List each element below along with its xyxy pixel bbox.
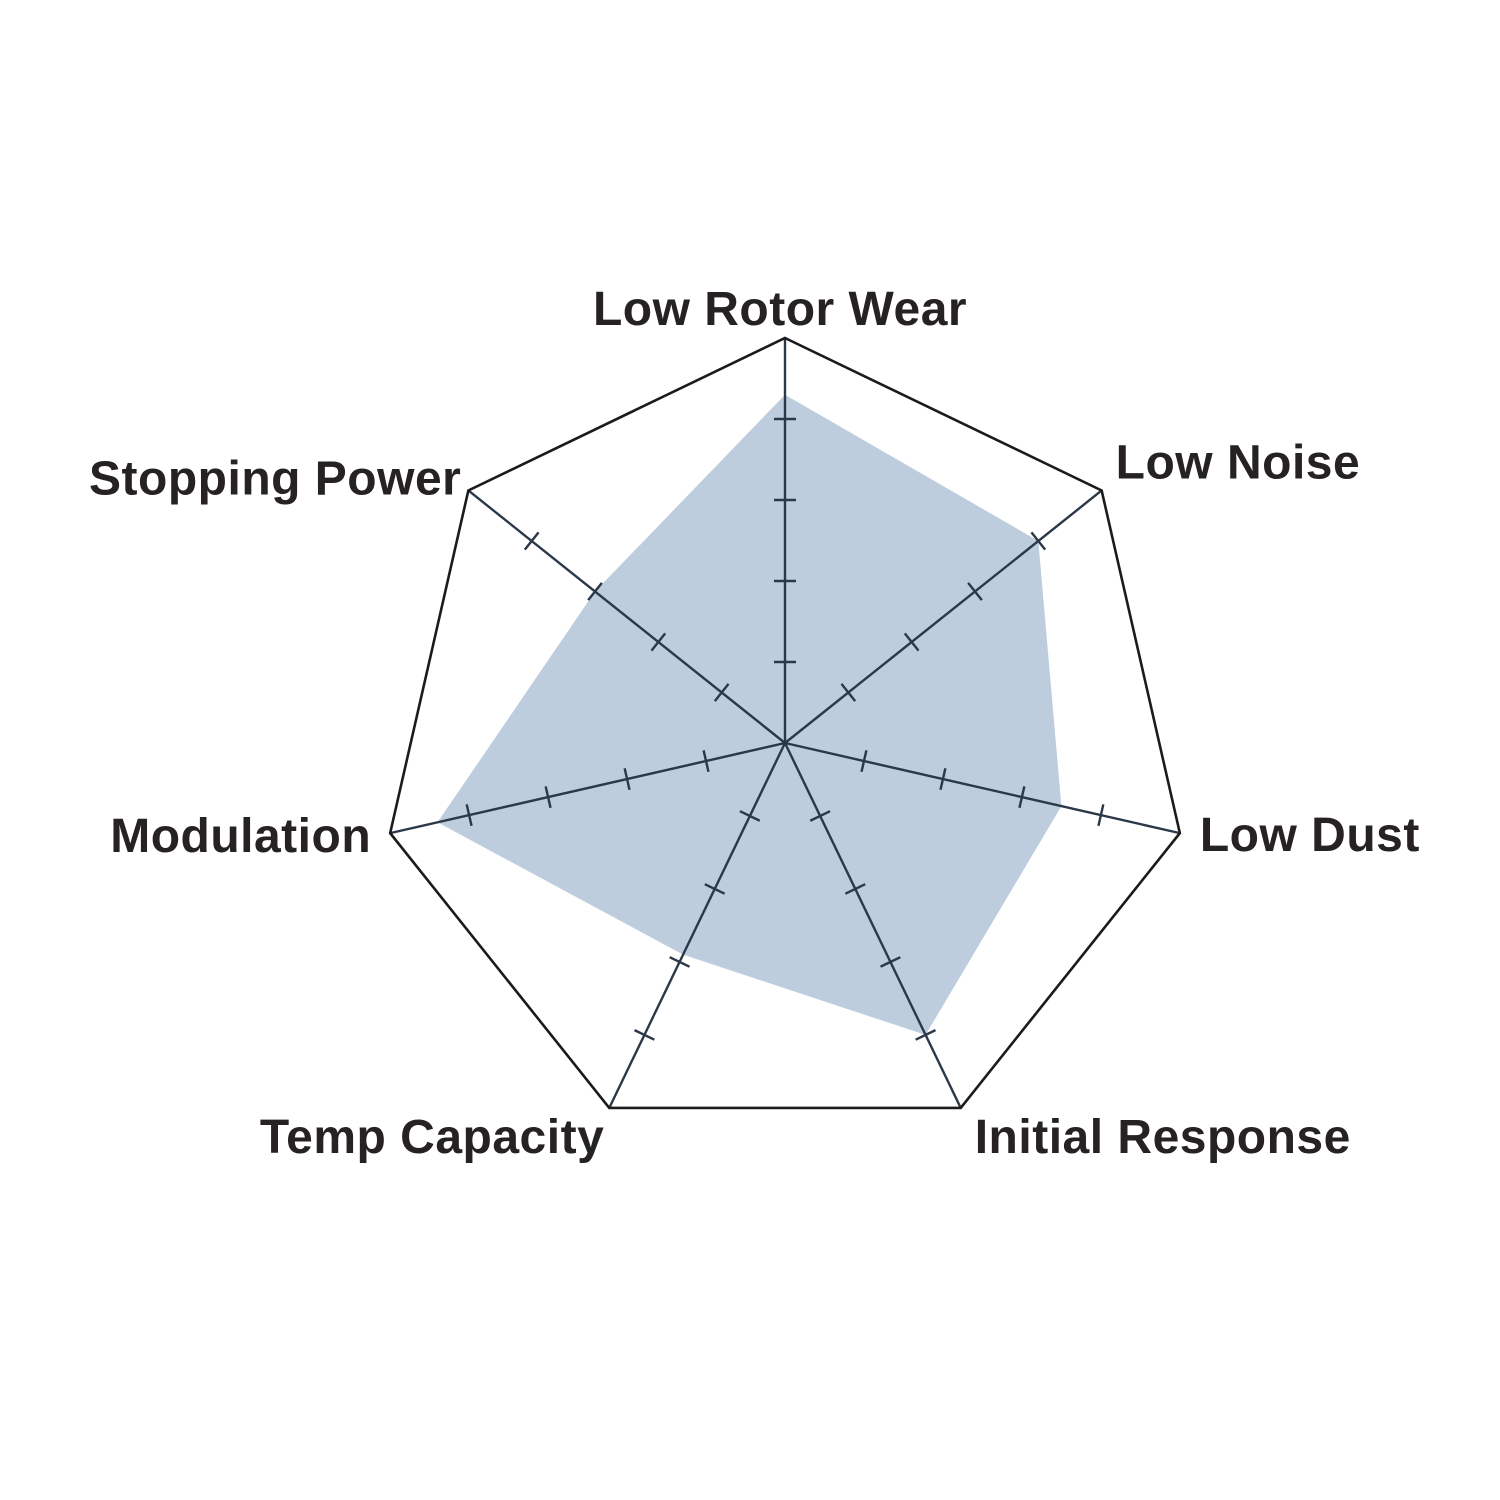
- axis-spoke: [608, 742, 787, 1109]
- axis-tick: [844, 883, 866, 895]
- axis-label-low-rotor-wear: Low Rotor Wear: [593, 283, 967, 336]
- axis-label-temp-capacity: Temp Capacity: [260, 1111, 604, 1164]
- axis-tick: [702, 750, 710, 773]
- axis-tick: [739, 810, 761, 822]
- axis-spoke: [784, 489, 1103, 744]
- axis-label-stopping-power: Stopping Power: [89, 452, 461, 505]
- axis-tick: [1097, 804, 1105, 827]
- axis-tick: [623, 768, 631, 791]
- axis-spoke: [784, 741, 1181, 835]
- axis-tick: [523, 531, 540, 551]
- axis-spoke: [467, 489, 786, 744]
- axis-tick: [809, 810, 831, 822]
- axis-tick: [465, 804, 473, 827]
- axis-tick: [840, 683, 857, 702]
- axis-tick: [650, 632, 667, 652]
- axis-label-low-dust: Low Dust: [1200, 809, 1420, 862]
- axis-label-initial-response: Initial Response: [975, 1111, 1351, 1164]
- axis-label-low-noise: Low Noise: [1116, 436, 1361, 489]
- axis-tick: [860, 750, 868, 773]
- axis-label-modulation: Modulation: [110, 810, 371, 863]
- axis-tick: [880, 956, 901, 968]
- axis-tick: [544, 786, 552, 809]
- axis-tick: [587, 582, 603, 601]
- axis-tick: [915, 1029, 937, 1041]
- axis-tick: [669, 956, 690, 968]
- axis-tick: [1030, 531, 1047, 551]
- axis-spoke: [389, 741, 786, 835]
- axis-tick: [967, 582, 983, 601]
- chart-outline: [388, 336, 1182, 1110]
- axis-tick: [1018, 786, 1026, 809]
- axis-spoke: [783, 742, 962, 1109]
- axis-tick: [713, 683, 730, 702]
- axis-tick: [704, 883, 726, 895]
- axis-tick: [633, 1029, 655, 1041]
- axis-tick: [939, 768, 947, 791]
- axis-tick: [903, 632, 920, 652]
